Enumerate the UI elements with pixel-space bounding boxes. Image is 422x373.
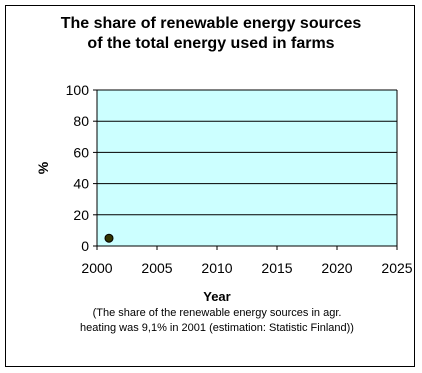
chart-note-line-1: (The share of the renewable energy sourc… (92, 307, 342, 319)
x-tick-label: 2005 (141, 260, 172, 276)
y-tick-label: 80 (73, 113, 89, 129)
y-axis-title: % (35, 161, 51, 174)
chart-title: The share of renewable energy sources of… (0, 14, 422, 54)
x-tick-label: 2015 (261, 260, 292, 276)
y-tick-label: 20 (73, 207, 89, 223)
x-tick-label: 2020 (321, 260, 352, 276)
y-tick-label: 0 (81, 238, 89, 254)
chart-title-line-2: of the total energy used in farms (87, 35, 335, 52)
x-tick-label: 2000 (81, 260, 112, 276)
data-point (104, 233, 114, 243)
y-tick-label: 100 (66, 82, 90, 98)
y-tick-label: 40 (73, 176, 89, 192)
x-tick-label: 2010 (201, 260, 232, 276)
chart-title-line-1: The share of renewable energy sources (60, 15, 362, 32)
x-tick-label: 2025 (381, 260, 412, 276)
plot-area (97, 90, 397, 246)
y-tick-label: 60 (73, 144, 89, 160)
chart-note: (The share of the renewable energy sourc… (0, 306, 422, 336)
chart-note-line-2: heating was 9,1% in 2001 (estimation: St… (80, 322, 354, 334)
x-axis-title: Year (203, 289, 231, 304)
